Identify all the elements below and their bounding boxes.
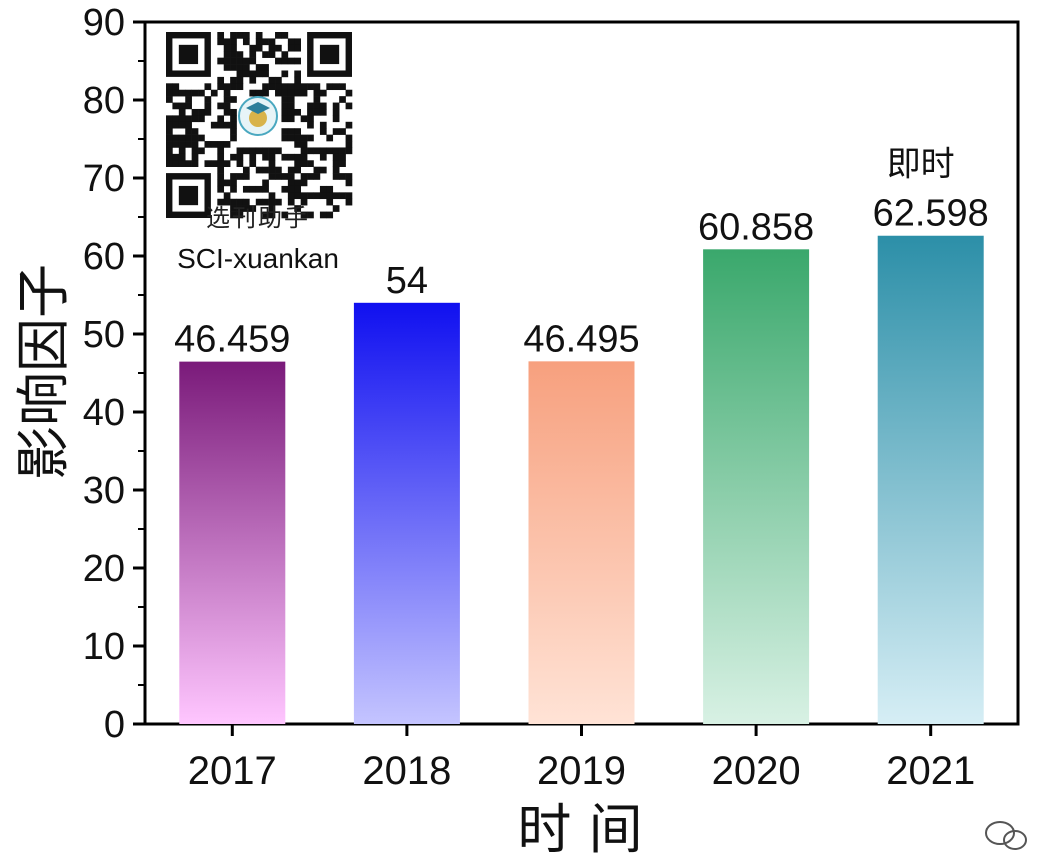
bars xyxy=(179,235,984,724)
bar-value-label: 62.598 xyxy=(873,193,989,235)
y-tick-label: 10 xyxy=(83,626,125,668)
y-tick-label: 70 xyxy=(83,158,125,200)
bar-2017 xyxy=(179,361,286,724)
bar-2020 xyxy=(703,249,810,724)
bar-annotation: 即时 xyxy=(887,145,955,185)
x-tick-label: 2019 xyxy=(537,749,626,793)
y-axis-title: 影响因子 xyxy=(12,264,75,480)
bar-2019 xyxy=(528,361,635,724)
x-tick-label: 2017 xyxy=(188,749,277,793)
y-axis: 0 10 20 30 40 50 60 70 80 90 xyxy=(83,2,145,746)
qr-label-cn: 选刊助手 xyxy=(206,204,310,232)
y-tick-label: 50 xyxy=(83,314,125,356)
bar-2018 xyxy=(353,302,460,724)
x-tick-label: 2021 xyxy=(886,749,975,793)
bar-data-labels: 46.459 54 46.495 60.858 62.598 即时 xyxy=(174,145,989,361)
bar-value-label: 60.858 xyxy=(698,206,814,248)
wechat-icon xyxy=(985,821,1027,850)
bar-value-label: 46.495 xyxy=(523,318,639,360)
x-axis: 2017 2018 2019 2020 2021 xyxy=(188,724,975,793)
y-tick-label: 60 xyxy=(83,236,125,278)
x-axis-title: 时 间 xyxy=(517,798,642,860)
y-tick-label: 40 xyxy=(83,392,125,434)
bar-value-label: 46.459 xyxy=(174,319,290,361)
qr-code-image xyxy=(164,30,356,219)
qr-label-en: SCI-xuankan xyxy=(177,243,339,274)
bar-2021 xyxy=(877,235,984,724)
x-tick-label: 2020 xyxy=(712,749,801,793)
y-tick-label: 80 xyxy=(83,80,125,122)
y-tick-label: 90 xyxy=(83,2,125,44)
x-tick-label: 2018 xyxy=(362,749,451,793)
bar-value-label: 54 xyxy=(386,260,428,302)
y-tick-label: 20 xyxy=(83,548,125,590)
y-tick-label: 30 xyxy=(83,470,125,512)
y-tick-label: 0 xyxy=(104,704,125,746)
